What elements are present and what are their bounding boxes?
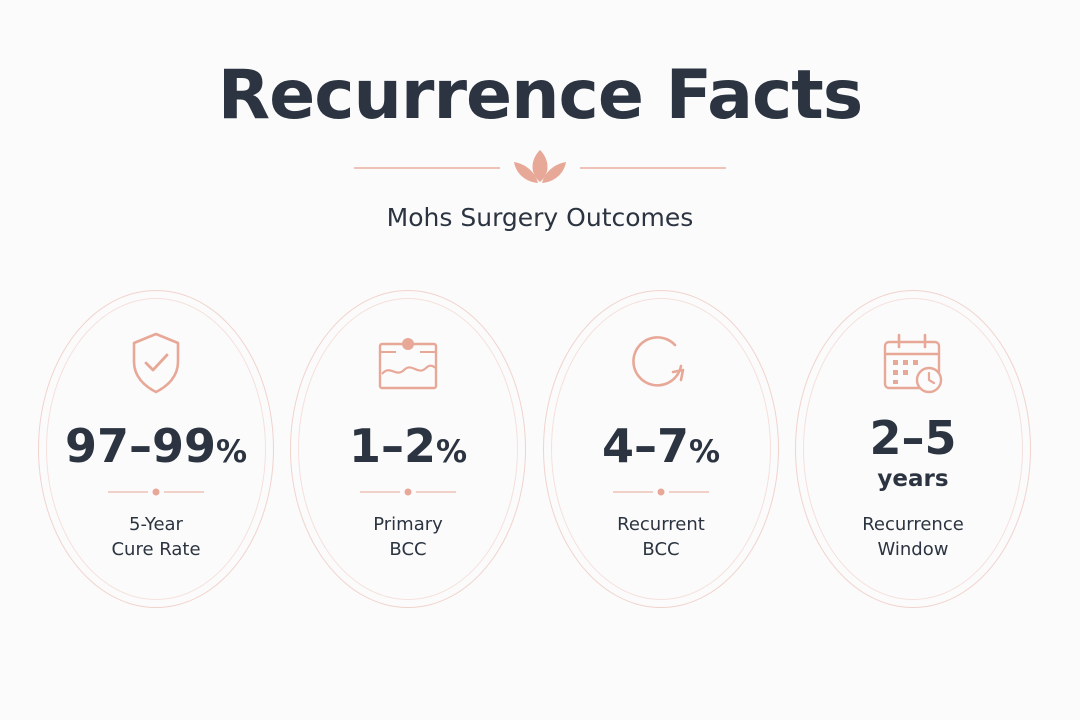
page-subtitle: Mohs Surgery Outcomes bbox=[386, 203, 694, 232]
stat-label-line: Window bbox=[877, 539, 949, 560]
skin-layer-icon bbox=[378, 338, 438, 390]
stat-label-line: BCC bbox=[389, 539, 427, 560]
shield-check-icon bbox=[132, 332, 180, 394]
mini-divider bbox=[108, 488, 204, 496]
card-ring-outer bbox=[795, 290, 1031, 608]
calendar-clock-icon bbox=[883, 333, 943, 394]
stat-value: 1–2% bbox=[290, 416, 526, 482]
stat-card-cure-rate: 97–99% 5-Year Cure Rate bbox=[38, 290, 274, 608]
stat-number: 2–5 bbox=[869, 411, 957, 465]
card-ring-inner bbox=[803, 298, 1023, 600]
card-ring-inner bbox=[551, 298, 771, 600]
page-title: Recurrence Facts bbox=[217, 56, 864, 135]
card-ring-inner bbox=[46, 298, 266, 600]
mini-divider bbox=[613, 488, 709, 496]
stat-card-recurrent-bcc: 4–7% Recurrent BCC bbox=[543, 290, 779, 608]
card-ring-outer bbox=[38, 290, 274, 608]
stat-card-recurrence-window: 2–5 years Recurrence Window bbox=[795, 290, 1031, 608]
stat-number: 1–2 bbox=[348, 419, 436, 473]
stat-unit: % bbox=[215, 434, 248, 470]
stat-label-line: 5-Year bbox=[129, 514, 183, 535]
stat-label: 5-Year Cure Rate bbox=[38, 512, 274, 562]
stat-unit: % bbox=[435, 434, 468, 470]
stat-value: 2–5 bbox=[795, 408, 1031, 468]
card-ring-outer bbox=[543, 290, 779, 608]
card-ring-inner bbox=[298, 298, 518, 600]
stat-label-line: Cure Rate bbox=[111, 539, 201, 560]
recurrence-cycle-icon bbox=[632, 336, 685, 387]
lotus-icon bbox=[514, 150, 566, 183]
mini-divider bbox=[360, 488, 456, 496]
stat-unit: % bbox=[688, 434, 721, 470]
stat-number: 4–7 bbox=[601, 419, 689, 473]
stat-label: Recurrence Window bbox=[795, 512, 1031, 562]
lotus-divider bbox=[354, 150, 726, 183]
stat-number: 97–99 bbox=[64, 419, 216, 473]
stat-label-line: Recurrence bbox=[862, 514, 964, 535]
stat-label-line: Primary bbox=[373, 514, 443, 535]
stat-label-line: BCC bbox=[642, 539, 680, 560]
stat-label-line: Recurrent bbox=[617, 514, 705, 535]
stat-label: Recurrent BCC bbox=[543, 512, 779, 562]
stat-card-primary-bcc: 1–2% Primary BCC bbox=[290, 290, 526, 608]
stat-label: Primary BCC bbox=[290, 512, 526, 562]
stat-unit: years bbox=[877, 466, 949, 492]
stat-value: 4–7% bbox=[543, 416, 779, 482]
card-ring-outer bbox=[290, 290, 526, 608]
stat-value: 97–99% bbox=[38, 416, 274, 482]
